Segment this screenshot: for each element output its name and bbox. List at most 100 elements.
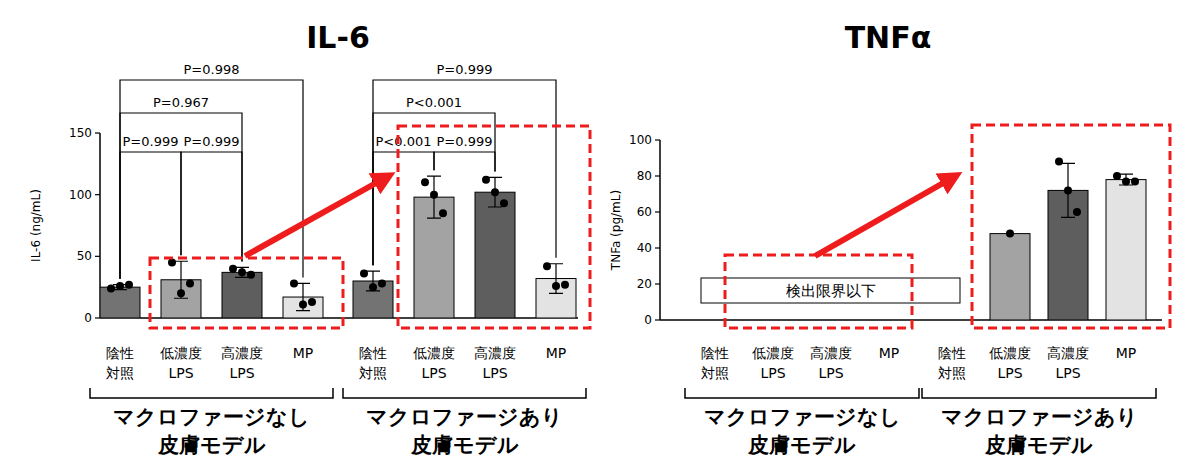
data-point — [552, 282, 560, 290]
data-point — [1113, 172, 1121, 180]
data-point — [482, 176, 490, 184]
y-tick — [95, 194, 100, 195]
group-bracket — [685, 388, 919, 398]
group-label: マクロファージあり皮膚モデル — [941, 405, 1138, 457]
bar — [1106, 180, 1146, 320]
y-tick — [95, 317, 100, 318]
data-point — [299, 300, 307, 308]
x-tick-label: MP — [293, 345, 314, 361]
p-value: P=0.999 — [184, 134, 240, 149]
group-bracket — [922, 388, 1156, 398]
x-tick-label: 高濃度LPS — [474, 345, 516, 381]
highlight-box — [725, 255, 912, 328]
x-tick-label: 低濃度 LPS — [413, 345, 455, 381]
comparison-bracket — [181, 152, 242, 261]
text-line: MP — [293, 345, 314, 361]
data-point — [543, 262, 551, 270]
x-tick-label: 低濃度LPS — [752, 345, 794, 381]
error-bar — [488, 177, 502, 207]
bar — [100, 287, 140, 318]
x-tick-label: 高濃度 LPS — [221, 345, 263, 381]
data-point — [1055, 158, 1063, 166]
text-line: MP — [879, 345, 900, 361]
bar — [990, 234, 1030, 320]
y-tick — [655, 319, 660, 320]
y-tick-label: 50 — [77, 249, 92, 263]
y-tick — [655, 211, 660, 212]
group-bracket — [343, 388, 586, 398]
data-point — [561, 281, 569, 289]
data-point — [369, 283, 377, 291]
data-point — [229, 265, 237, 273]
p-value: P<0.001 — [406, 95, 462, 110]
text-line: LPS — [421, 365, 446, 381]
text-line: 皮膚モデル — [410, 433, 519, 457]
highlight-box — [972, 125, 1170, 328]
text-line: 皮膚モデル — [984, 433, 1093, 457]
data-point — [491, 188, 499, 196]
text-line: LPS — [760, 365, 785, 381]
data-point — [430, 191, 438, 199]
x-tick-label: 陰性対照 — [938, 345, 966, 381]
error-bar — [549, 264, 563, 294]
text-line: 対照 — [938, 365, 966, 381]
annotation-text: 検出限界以下 — [786, 282, 876, 300]
group-label: マクロファージなし皮膚モデル — [113, 405, 310, 457]
text-line: LPS — [168, 365, 193, 381]
error-bar — [174, 261, 188, 298]
p-value: P=0.967 — [153, 95, 209, 110]
data-point — [439, 209, 447, 217]
text-line: 陰性 — [938, 345, 966, 361]
data-point — [1122, 177, 1130, 185]
text-line: 陰性 — [359, 345, 387, 361]
highlight-arrow — [815, 178, 952, 256]
y-tick-label: 150 — [69, 126, 92, 140]
text-line: 低濃度 — [413, 345, 455, 361]
x-tick-label: MP — [546, 345, 567, 361]
x-tick-label: 陰性対照 — [106, 345, 134, 381]
highlight-arrow — [245, 178, 385, 256]
text-line: 対照 — [359, 365, 387, 381]
plot-data — [100, 176, 576, 318]
bar — [475, 192, 515, 318]
data-point — [290, 279, 298, 287]
data-point — [421, 178, 429, 186]
text-line: 低濃度 — [989, 345, 1031, 361]
text-line: 高濃度 — [221, 345, 263, 361]
p-value: P=0.999 — [437, 62, 493, 77]
y-tick-label: 20 — [637, 277, 652, 291]
text-line: LPS — [229, 365, 254, 381]
y-axis-label: IL-6 (ng/mL) — [29, 189, 43, 262]
text-line: マクロファージなし — [704, 405, 901, 429]
error-bar — [366, 271, 380, 291]
p-value: P<0.001 — [376, 134, 432, 149]
text-line: 皮膚モデル — [157, 433, 266, 457]
y-tick-label: 100 — [69, 188, 92, 202]
chart: IL-6IL-6 (ng/mL)050100150陰性対照低濃度LPS高濃度LP… — [29, 20, 590, 457]
text-line: 皮膚モデル — [747, 433, 856, 457]
error-bar — [296, 283, 310, 310]
data-point — [1006, 230, 1014, 238]
data-point — [360, 270, 368, 278]
text-line: MP — [546, 345, 567, 361]
y-axis — [659, 140, 661, 320]
text-line: 高濃度 — [810, 345, 852, 361]
x-tick-label: 高濃度LPS — [810, 345, 852, 381]
y-tick — [655, 139, 660, 140]
y-tick-label: 100 — [629, 133, 652, 147]
data-point — [1131, 177, 1139, 185]
data-point — [168, 259, 176, 267]
group-label: マクロファージなし皮膚モデル — [704, 405, 901, 457]
data-point — [500, 199, 508, 207]
p-value: P=0.998 — [184, 62, 240, 77]
text-line: 陰性 — [106, 345, 134, 361]
y-tick-label: 60 — [637, 205, 652, 219]
highlight-box — [398, 126, 590, 328]
data-point — [116, 282, 124, 290]
comparison-bracket — [120, 80, 303, 279]
group-bracket — [90, 388, 333, 398]
x-tick-label: 低濃度LPS — [989, 345, 1031, 381]
x-tick-label: MP — [879, 345, 900, 361]
title: TNFα — [845, 20, 932, 55]
y-tick — [655, 175, 660, 176]
